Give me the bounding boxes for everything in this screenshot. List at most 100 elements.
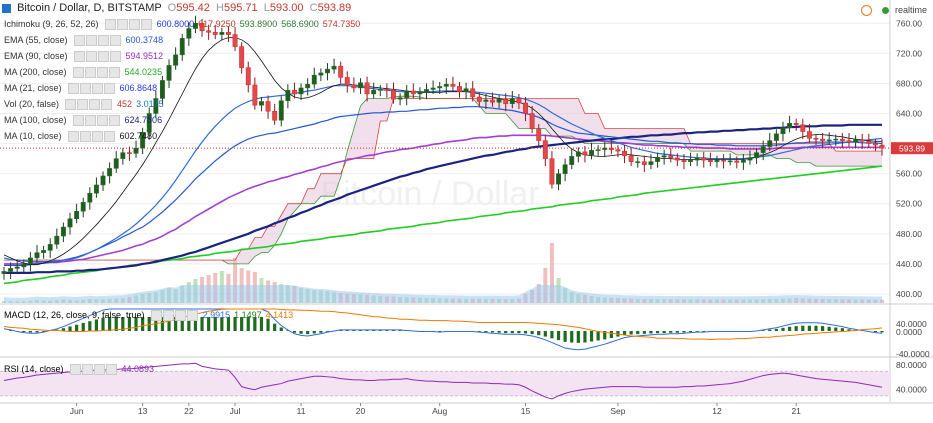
indicator-controls[interactable] <box>68 131 116 141</box>
indicator-control-icon[interactable] <box>68 131 79 142</box>
candle-body <box>570 156 574 164</box>
macd-histogram-bar <box>544 331 547 337</box>
candle-body <box>649 162 653 165</box>
indicator-control-icon[interactable] <box>97 67 108 78</box>
indicator-value: 617.9250 <box>198 19 236 29</box>
candle-body <box>721 160 725 161</box>
indicator-control-icon[interactable] <box>92 83 103 94</box>
candle-body <box>246 68 250 85</box>
indicator-control-icon[interactable] <box>80 83 91 94</box>
indicator-control-icon[interactable] <box>98 51 109 62</box>
indicator-control-icon[interactable] <box>89 99 100 110</box>
indicator-controls[interactable] <box>74 51 122 61</box>
candle-body <box>510 98 514 103</box>
indicator-control-icon[interactable] <box>109 115 120 126</box>
indicator-control-icon[interactable] <box>68 83 79 94</box>
candle-body <box>583 152 587 155</box>
indicator-control-icon[interactable] <box>104 131 115 142</box>
indicator-control-icon[interactable] <box>117 19 128 30</box>
candle-body <box>616 150 620 152</box>
panel-legend-value: 4.1413 <box>266 310 294 320</box>
panel-control-icon[interactable] <box>94 364 105 375</box>
indicator-control-icon[interactable] <box>85 67 96 78</box>
indicator-control-icon[interactable] <box>101 99 112 110</box>
indicator-control-icon[interactable] <box>141 19 152 30</box>
candle-body <box>286 90 290 101</box>
indicator-row[interactable]: EMA (55, close)600.3748 <box>4 34 163 46</box>
indicator-control-icon[interactable] <box>110 35 121 46</box>
indicator-row[interactable]: MA (21, close)606.8648 <box>4 82 157 94</box>
macd-histogram-bar <box>75 325 78 331</box>
indicator-control-icon[interactable] <box>85 115 96 126</box>
indicator-control-icon[interactable] <box>98 35 109 46</box>
macd-histogram-bar <box>570 331 573 343</box>
candle-body <box>88 193 92 202</box>
candle-body <box>735 161 739 163</box>
macd-histogram-bar <box>682 331 685 332</box>
panel-control-icon[interactable] <box>163 310 174 321</box>
candle-body <box>550 159 554 185</box>
candle-body <box>299 88 303 94</box>
candle-body <box>530 114 534 129</box>
candle-body <box>121 153 125 159</box>
panel-control-icon[interactable] <box>187 310 198 321</box>
panel-controls[interactable] <box>70 364 118 374</box>
macd-histogram-bar <box>491 331 494 332</box>
candle-body <box>754 153 758 158</box>
indicator-row[interactable]: MA (200, close)544.0235 <box>4 66 162 78</box>
candle-body <box>589 150 593 155</box>
indicator-controls[interactable] <box>105 19 153 29</box>
indicator-control-icon[interactable] <box>77 99 88 110</box>
panel-control-icon[interactable] <box>175 310 186 321</box>
indicator-control-icon[interactable] <box>74 51 85 62</box>
indicator-row[interactable]: MA (100, close)624.7806 <box>4 114 162 126</box>
indicator-control-icon[interactable] <box>73 115 84 126</box>
candle-body <box>543 141 547 159</box>
candle-body <box>444 84 448 86</box>
realtime-indicator[interactable]: realtime <box>861 5 927 16</box>
chart-title: Bitcoin / Dollar, D, BITSTAMP O595.42 H5… <box>2 2 351 14</box>
panel-control-icon[interactable] <box>151 310 162 321</box>
macd-histogram-bar <box>795 326 798 331</box>
macd-histogram-bar <box>68 326 71 331</box>
panel-control-icon[interactable] <box>82 364 93 375</box>
candle-body <box>497 99 501 102</box>
indicator-controls[interactable] <box>74 35 122 45</box>
macd-histogram-bar <box>550 331 553 338</box>
indicator-control-icon[interactable] <box>104 83 115 94</box>
macd-histogram-bar <box>643 331 646 334</box>
indicator-control-icon[interactable] <box>105 19 116 30</box>
indicator-control-icon[interactable] <box>73 67 84 78</box>
indicator-control-icon[interactable] <box>110 51 121 62</box>
indicator-controls[interactable] <box>68 83 116 93</box>
panel-controls[interactable] <box>151 310 199 320</box>
indicator-control-icon[interactable] <box>92 131 103 142</box>
candle-body <box>352 85 356 88</box>
price-tick-label: 720.00 <box>896 48 922 58</box>
indicator-control-icon[interactable] <box>109 67 120 78</box>
candle-body <box>853 140 857 142</box>
indicator-control-icon[interactable] <box>86 35 97 46</box>
macd-histogram-bar <box>88 321 91 331</box>
indicator-control-icon[interactable] <box>97 115 108 126</box>
indicator-control-icon[interactable] <box>129 19 140 30</box>
indicator-controls[interactable] <box>65 99 113 109</box>
panel-control-icon[interactable] <box>106 364 117 375</box>
indicator-row[interactable]: MA (10, close)602.7480 <box>4 130 157 142</box>
indicator-control-icon[interactable] <box>86 51 97 62</box>
indicator-control-icon[interactable] <box>65 99 76 110</box>
candle-body <box>768 141 772 147</box>
panel-control-icon[interactable] <box>70 364 81 375</box>
indicator-name: MA (100, close) <box>4 115 67 125</box>
indicator-controls[interactable] <box>73 67 121 77</box>
indicator-row[interactable]: EMA (90, close)594.9512 <box>4 50 163 62</box>
panel-legend[interactable]: MACD (12, 26, close, 9, false, true)2.99… <box>4 309 293 321</box>
panel-legend[interactable]: RSI (14, close)44.0893 <box>4 363 154 375</box>
macd-histogram-bar <box>365 330 368 331</box>
indicator-control-icon[interactable] <box>74 35 85 46</box>
indicator-controls[interactable] <box>73 115 121 125</box>
indicator-control-icon[interactable] <box>80 131 91 142</box>
